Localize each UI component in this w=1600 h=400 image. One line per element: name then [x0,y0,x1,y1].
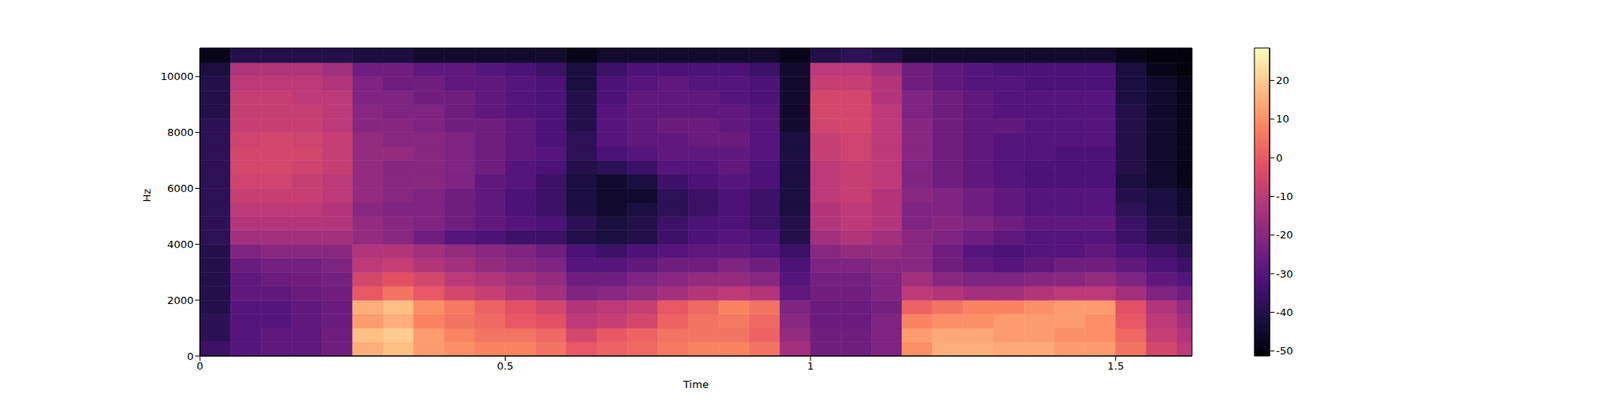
svg-text:8000: 8000 [167,126,194,139]
svg-text:0.5: 0.5 [496,360,514,372]
svg-text:-20: -20 [1276,228,1293,241]
svg-text:0: 0 [187,350,194,363]
svg-text:20: 20 [1276,74,1290,87]
svg-text:0: 0 [196,360,204,372]
svg-text:10000: 10000 [160,70,194,83]
svg-text:-50: -50 [1276,344,1293,357]
svg-text:-10: -10 [1276,190,1293,203]
svg-text:10: 10 [1276,112,1290,125]
svg-text:0: 0 [1276,152,1283,164]
svg-text:-40: -40 [1276,306,1293,319]
svg-text:2000: 2000 [167,294,194,307]
svg-text:1: 1 [807,360,814,372]
svg-text:Time: Time [682,378,709,391]
svg-text:4000: 4000 [167,238,194,251]
svg-text:Hz: Hz [140,188,153,203]
svg-text:1.5: 1.5 [1107,360,1124,372]
svg-text:6000: 6000 [167,182,194,195]
svg-text:-30: -30 [1276,268,1293,280]
